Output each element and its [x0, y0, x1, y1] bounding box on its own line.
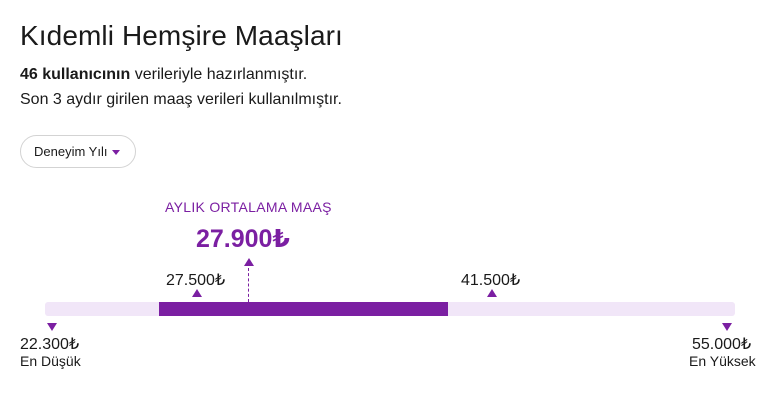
range-high-value: 41.500₺	[461, 272, 521, 289]
range-low-value: 27.500₺	[166, 272, 226, 289]
range-low-marker-icon	[192, 289, 202, 297]
dropdown-label: Deneyim Yılı	[34, 144, 108, 159]
average-salary-label: AYLIK ORTALAMA MAAŞ	[165, 199, 332, 215]
chevron-down-icon	[112, 150, 120, 155]
min-salary-label: En Düşük	[20, 353, 81, 369]
data-source-info: 46 kullanıcının verileriyle hazırlanmışt…	[20, 66, 307, 84]
average-salary-value: 27.900₺	[196, 225, 290, 253]
min-marker-icon	[47, 323, 57, 331]
min-salary-value: 22.300₺	[20, 336, 80, 353]
user-count: 46 kullanıcının	[20, 66, 131, 83]
max-salary-label: En Yüksek	[689, 353, 756, 369]
data-period-info: Son 3 aydır girilen maaş verileri kullan…	[20, 91, 342, 108]
average-marker-icon	[244, 258, 254, 266]
experience-years-dropdown[interactable]: Deneyim Yılı	[20, 135, 136, 168]
max-salary-value: 55.000₺	[692, 336, 752, 353]
average-marker-line	[248, 268, 249, 302]
max-marker-icon	[722, 323, 732, 331]
salary-range-fill	[159, 302, 449, 316]
page-title: Kıdemli Hemşire Maaşları	[20, 20, 343, 51]
user-count-suffix: verileriyle hazırlanmıştır.	[130, 66, 308, 83]
range-high-marker-icon	[487, 289, 497, 297]
